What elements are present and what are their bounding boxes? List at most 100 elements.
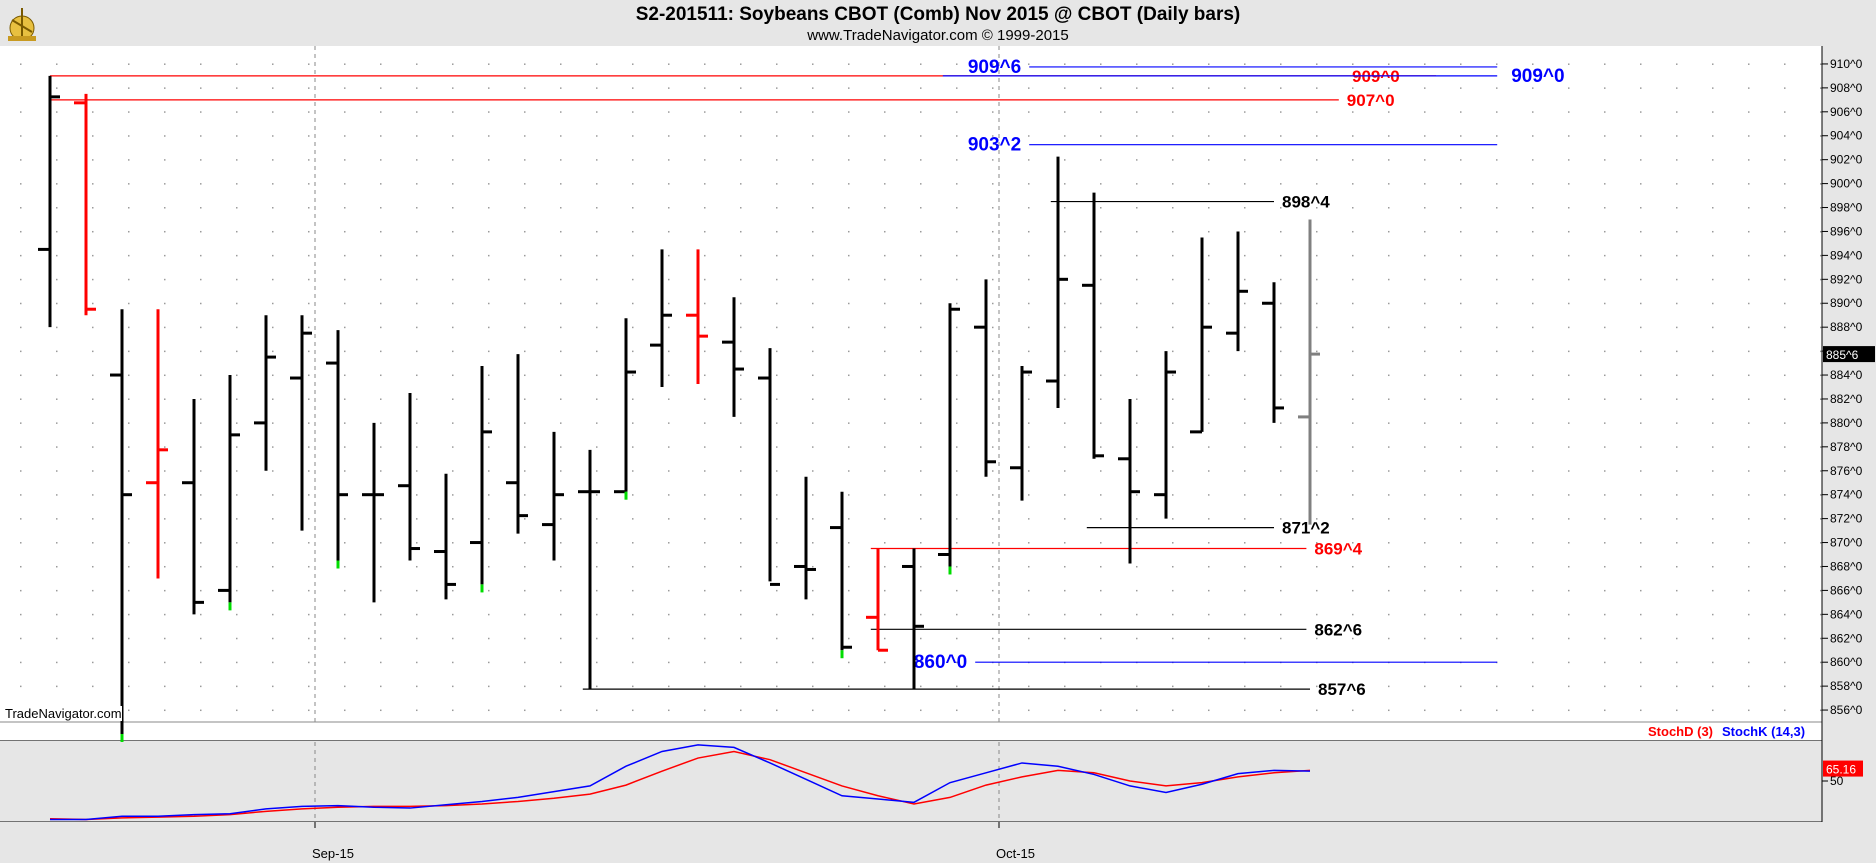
grid-dot	[848, 709, 850, 712]
grid-dot	[236, 278, 238, 281]
grid-dot	[956, 589, 958, 592]
grid-dot	[1748, 470, 1750, 472]
grid-dot	[1388, 685, 1390, 688]
grid-dot	[1136, 542, 1138, 544]
grid-dot	[560, 589, 562, 592]
grid-dot	[452, 589, 454, 592]
grid-dot	[200, 470, 202, 472]
grid-dot	[1568, 709, 1570, 712]
grid-dot	[200, 159, 202, 161]
grid-dot	[1496, 637, 1498, 640]
grid-dot	[1244, 302, 1246, 305]
grid-dot	[524, 685, 526, 688]
grid-dot	[56, 398, 58, 400]
grid-dot	[992, 422, 994, 424]
grid-dot	[704, 159, 706, 161]
grid-dot	[344, 709, 346, 712]
grid-dot	[236, 685, 238, 688]
grid-dot	[920, 613, 922, 616]
grid-dot	[884, 494, 886, 496]
grid-dot	[740, 350, 742, 353]
grid-dot	[1748, 302, 1750, 305]
grid-dot	[1532, 398, 1534, 400]
grid-dot	[56, 135, 58, 137]
grid-dot	[1784, 613, 1786, 616]
grid-dot	[560, 254, 562, 257]
grid-dot	[1568, 637, 1570, 640]
grid-dot	[920, 159, 922, 161]
grid-dot	[1532, 63, 1534, 65]
grid-dot	[632, 518, 634, 520]
grid-dot	[1568, 207, 1570, 209]
grid-dot	[632, 637, 634, 640]
grid-dot	[1712, 494, 1714, 496]
grid-dot	[20, 87, 22, 89]
grid-dot	[1424, 542, 1426, 544]
grid-dot	[1352, 637, 1354, 640]
grid-dot	[488, 302, 490, 305]
grid-dot	[1568, 422, 1570, 424]
grid-dot	[1280, 278, 1282, 281]
grid-dot	[1748, 63, 1750, 65]
grid-dot	[740, 446, 742, 448]
grid-dot	[308, 350, 310, 353]
grid-dot	[1424, 709, 1426, 712]
grid-dot	[956, 63, 958, 65]
grid-dot	[308, 398, 310, 400]
grid-dot	[200, 374, 202, 377]
grid-dot	[1316, 398, 1318, 400]
grid-dot	[632, 63, 634, 65]
grid-dot	[1820, 326, 1822, 329]
grid-dot	[668, 446, 670, 448]
grid-dot	[1748, 230, 1750, 233]
grid-dot	[488, 470, 490, 472]
grid-dot	[308, 542, 310, 544]
grid-dot	[1352, 518, 1354, 520]
grid-dot	[524, 422, 526, 424]
grid-dot	[1352, 374, 1354, 377]
grid-dot	[308, 374, 310, 377]
grid-dot	[1640, 542, 1642, 544]
grid-dot	[344, 111, 346, 113]
grid-dot	[632, 470, 634, 472]
grid-dot	[308, 183, 310, 185]
grid-dot	[1064, 398, 1066, 400]
grid-dot	[776, 494, 778, 496]
grid-dot	[20, 374, 22, 377]
grid-dot	[164, 159, 166, 161]
grid-dot	[380, 302, 382, 305]
grid-dot	[704, 302, 706, 305]
grid-dot	[1532, 422, 1534, 424]
grid-dot	[92, 446, 94, 448]
grid-dot	[560, 278, 562, 281]
grid-dot	[632, 565, 634, 568]
grid-dot	[1496, 494, 1498, 496]
grid-dot	[20, 446, 22, 448]
grid-dot	[1280, 446, 1282, 448]
grid-dot	[524, 637, 526, 640]
grid-dot	[488, 422, 490, 424]
grid-dot	[1784, 350, 1786, 353]
x-axis-strip	[0, 822, 1876, 863]
grid-dot	[560, 661, 562, 664]
grid-dot	[956, 709, 958, 712]
trade-navigator-logo	[2, 2, 42, 44]
grid-dot	[812, 278, 814, 281]
grid-dot	[1172, 87, 1174, 89]
grid-dot	[92, 494, 94, 496]
grid-dot	[1352, 230, 1354, 233]
grid-dot	[1460, 685, 1462, 688]
grid-dot	[416, 518, 418, 520]
grid-dot	[164, 278, 166, 281]
grid-dot	[1388, 398, 1390, 400]
grid-dot	[1460, 326, 1462, 329]
grid-dot	[920, 398, 922, 400]
grid-dot	[128, 518, 130, 520]
grid-dot	[92, 254, 94, 257]
grid-dot	[272, 230, 274, 233]
grid-dot	[128, 207, 130, 209]
grid-dot	[920, 183, 922, 185]
grid-dot	[740, 278, 742, 281]
grid-dot	[632, 111, 634, 113]
grid-dot	[740, 422, 742, 424]
